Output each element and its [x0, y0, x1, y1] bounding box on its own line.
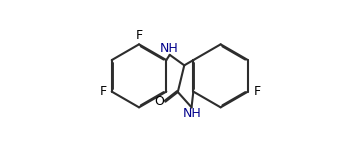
Text: F: F: [136, 30, 143, 42]
Text: F: F: [254, 85, 261, 98]
Text: NH: NH: [183, 107, 202, 120]
Text: F: F: [99, 85, 107, 98]
Text: NH: NH: [160, 42, 178, 55]
Text: O: O: [154, 95, 164, 108]
